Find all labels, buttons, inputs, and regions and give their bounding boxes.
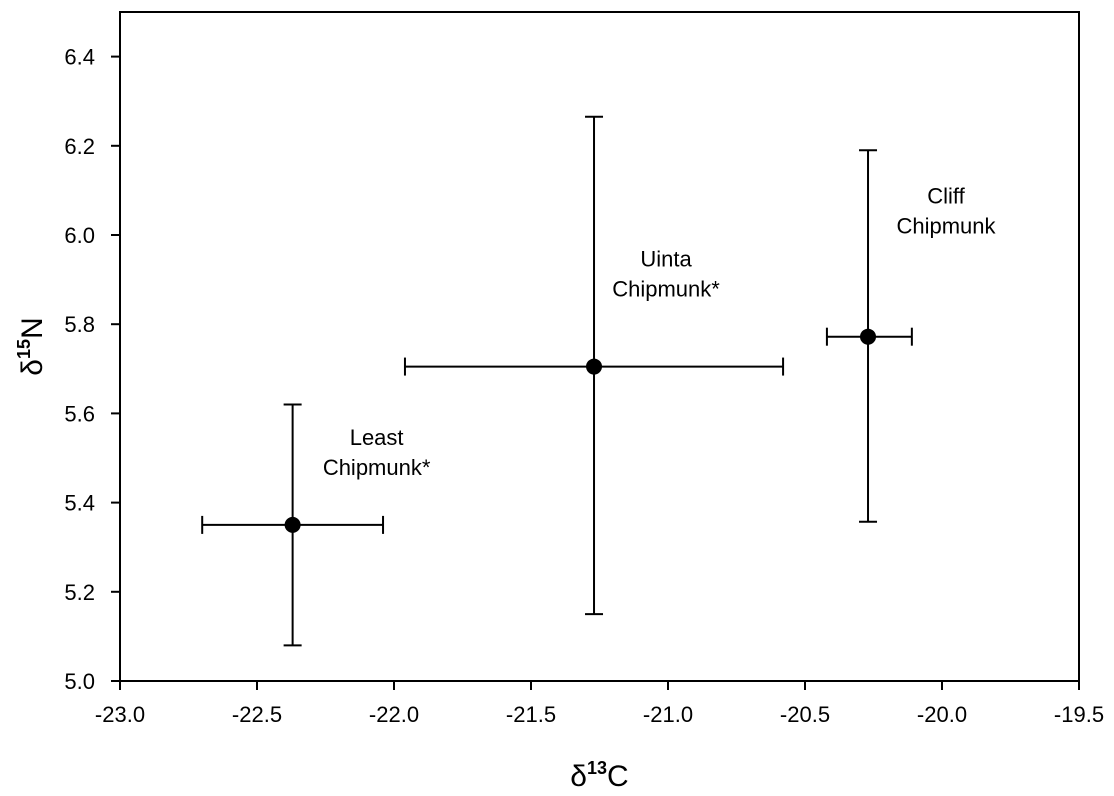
data-point-marker <box>284 516 301 533</box>
y-tick-label: 6.2 <box>64 134 95 159</box>
y-axis-title-sup: 15 <box>14 339 34 359</box>
x-tick-label: -21.0 <box>643 702 693 727</box>
y-tick-label: 6.4 <box>64 45 95 70</box>
y-axis-title: δ15N <box>14 317 49 375</box>
x-axis-title-sup: 13 <box>587 758 607 778</box>
y-tick-label: 5.0 <box>64 669 95 694</box>
x-tick-label: -22.0 <box>369 702 419 727</box>
y-tick-label: 5.2 <box>64 580 95 605</box>
data-points <box>284 328 877 533</box>
x-tick-label: -23.0 <box>95 702 145 727</box>
x-tick-label: -20.0 <box>917 702 967 727</box>
x-tick-label: -19.5 <box>1054 702 1104 727</box>
point-labels: Least Chipmunk* Uinta Chipmunk* Cliff Chipmun… <box>323 184 997 480</box>
y-tick-label: 5.6 <box>64 401 95 426</box>
x-axis-title-suffix: C <box>607 760 629 793</box>
data-point-marker <box>586 358 603 375</box>
y-tick-label: 6.0 <box>64 223 95 248</box>
x-tick-label: -21.5 <box>506 702 556 727</box>
y-tick-label: 5.4 <box>64 491 95 516</box>
x-axis-title-prefix: δ <box>570 760 587 793</box>
point-label-line: Chipmunk* <box>323 455 431 480</box>
y-tick-label: 5.8 <box>64 312 95 337</box>
point-label-line: Cliff <box>927 184 965 209</box>
point-label-line: Chipmunk* <box>612 277 720 302</box>
y-axis-ticks: 5.0 5.2 5.4 5.6 5.8 6.0 6.2 6.4 <box>64 45 120 694</box>
data-point-marker <box>860 328 877 345</box>
x-tick-label: -22.5 <box>232 702 282 727</box>
point-label-line: Chipmunk <box>896 214 996 239</box>
y-axis-title-prefix: δ <box>16 359 49 376</box>
x-axis-title: δ13C <box>570 758 628 793</box>
point-label-line: Uinta <box>640 247 692 272</box>
x-axis-ticks: -23.0 -22.5 -22.0 -21.5 -21.0 -20.5 -20.0 -19.5 <box>95 681 1104 727</box>
x-tick-label: -20.5 <box>780 702 830 727</box>
point-label-line: Least <box>350 425 404 450</box>
plot-frame <box>119 11 1080 682</box>
y-axis-title-suffix: N <box>16 317 49 339</box>
error-bars <box>201 115 913 647</box>
